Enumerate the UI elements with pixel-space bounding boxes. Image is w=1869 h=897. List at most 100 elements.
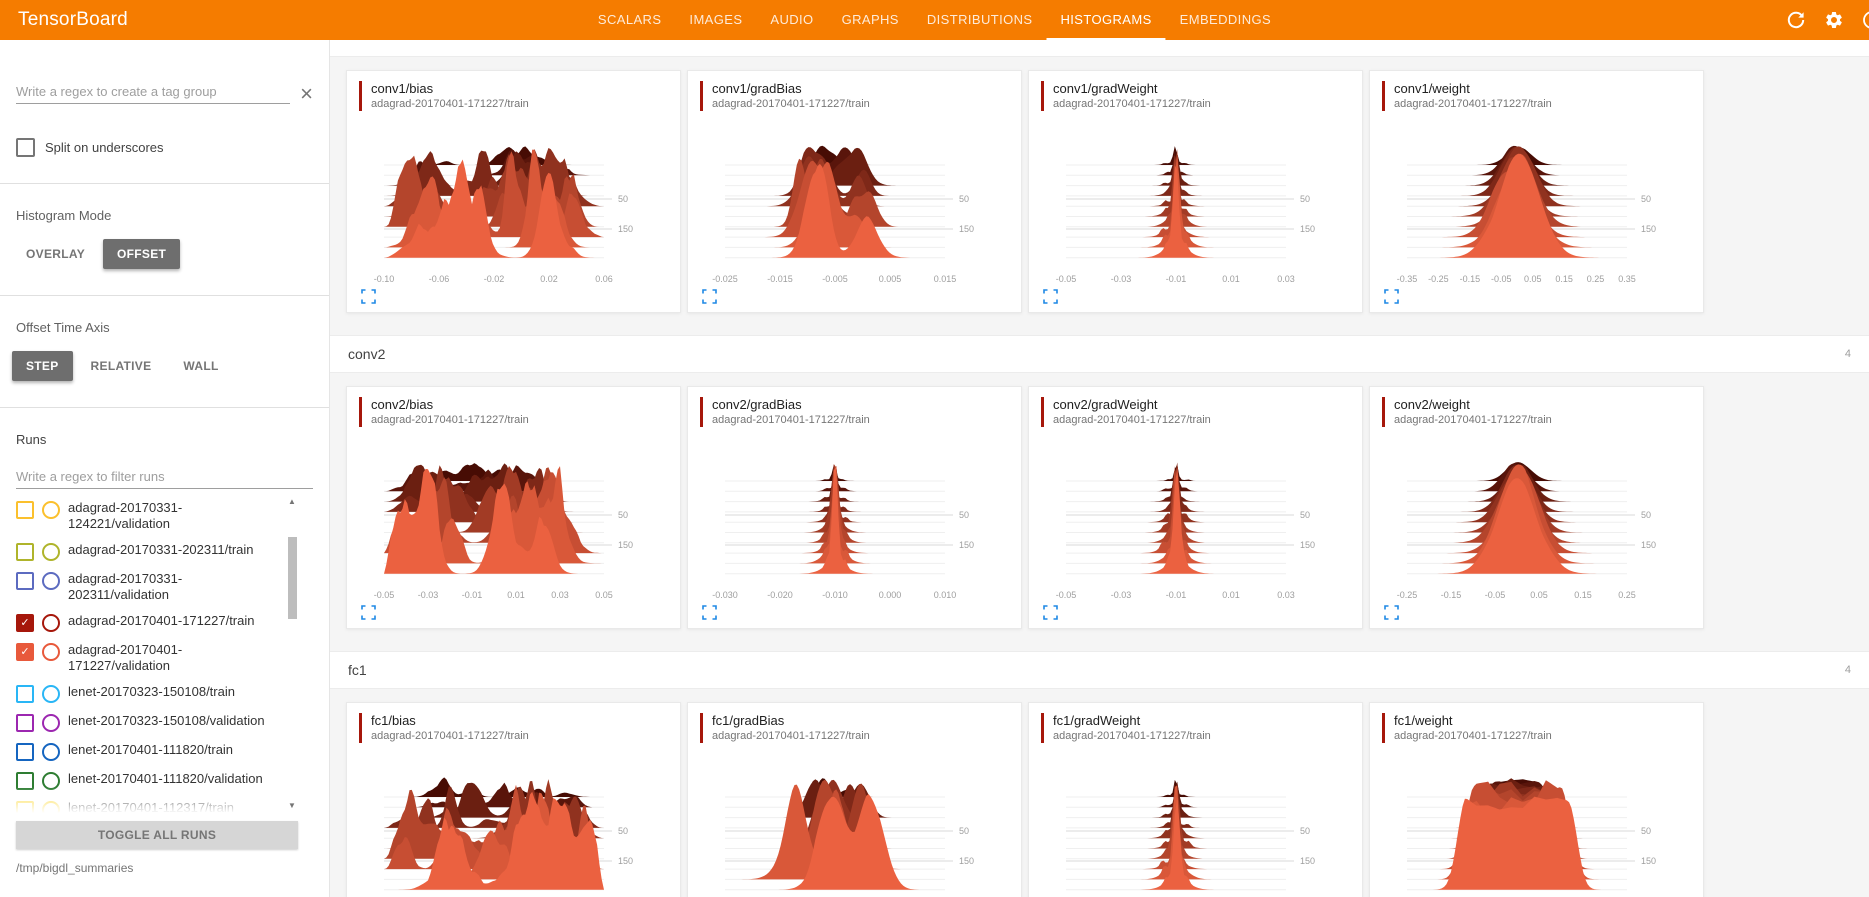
- checkbox-icon[interactable]: [16, 138, 35, 157]
- run-item[interactable]: lenet-20170323-150108/validation: [0, 708, 329, 737]
- log-dir-path: /tmp/bigdl_summaries: [16, 861, 134, 875]
- card-run-name: adagrad-20170401-171227/train: [371, 730, 529, 742]
- wall-button[interactable]: WALL: [169, 351, 232, 381]
- histogram-card: conv1/weight adagrad-20170401-171227/trai…: [1369, 70, 1704, 313]
- y-tick-label: 50: [618, 510, 628, 520]
- card-row: conv2/bias adagrad-20170401-171227/train 5…: [330, 386, 1869, 629]
- run-checkbox[interactable]: [16, 772, 34, 790]
- scroll-down-icon[interactable]: ▼: [288, 801, 296, 810]
- run-item[interactable]: adagrad-20170331-124221/validation: [0, 495, 329, 537]
- offset-button[interactable]: OFFSET: [103, 239, 181, 269]
- scroll-up-icon[interactable]: ▲: [288, 497, 296, 506]
- expand-icon[interactable]: [1384, 289, 1399, 304]
- run-checkbox[interactable]: ✓: [16, 614, 34, 632]
- split-underscores-row[interactable]: Split on underscores: [16, 138, 313, 157]
- run-checkbox[interactable]: [16, 685, 34, 703]
- refresh-icon[interactable]: [1786, 10, 1806, 30]
- tab-graphs[interactable]: GRAPHS: [841, 12, 899, 27]
- expand-icon[interactable]: [361, 605, 376, 620]
- step-button[interactable]: STEP: [12, 351, 73, 381]
- x-tick-label: 0.01: [1222, 274, 1240, 284]
- run-radio[interactable]: [42, 543, 60, 561]
- expand-icon[interactable]: [702, 289, 717, 304]
- run-checkbox[interactable]: [16, 572, 34, 590]
- run-label: adagrad-20170331-202311/validation: [68, 571, 183, 602]
- run-radio[interactable]: [42, 501, 60, 519]
- histogram-ridge: [384, 777, 604, 797]
- histogram-card: conv1/bias adagrad-20170401-171227/train 5…: [346, 70, 681, 313]
- card-run-name: adagrad-20170401-171227/train: [1394, 98, 1552, 110]
- x-tick-label: 0.06: [595, 274, 613, 284]
- tag-group-header[interactable]: conv2 4: [330, 335, 1869, 373]
- y-tick-label: 50: [1641, 510, 1651, 520]
- run-radio[interactable]: [42, 572, 60, 590]
- run-item[interactable]: lenet-20170401-112317/train: [0, 795, 329, 813]
- tab-distributions[interactable]: DISTRIBUTIONS: [926, 12, 1033, 27]
- clear-icon[interactable]: ×: [300, 81, 313, 106]
- y-tick-label: 50: [1300, 194, 1310, 204]
- x-tick-label: 0.25: [1587, 274, 1605, 284]
- tab-images[interactable]: IMAGES: [689, 12, 743, 27]
- run-item[interactable]: adagrad-20170331-202311/validation: [0, 566, 329, 608]
- run-item[interactable]: lenet-20170323-150108/train: [0, 679, 329, 708]
- histogram-card: fc1/weight adagrad-20170401-171227/train 5…: [1369, 702, 1704, 897]
- settings-icon[interactable]: [1824, 10, 1844, 30]
- tab-histograms[interactable]: HISTOGRAMS: [1046, 0, 1165, 40]
- tab-audio[interactable]: AUDIO: [770, 12, 814, 27]
- expand-icon[interactable]: [702, 605, 717, 620]
- toggle-all-runs-button[interactable]: TOGGLE ALL RUNS: [16, 821, 298, 849]
- run-item[interactable]: lenet-20170401-111820/validation: [0, 766, 329, 795]
- run-radio[interactable]: [42, 801, 60, 813]
- x-tick-label: 0.01: [507, 590, 525, 600]
- relative-button[interactable]: RELATIVE: [77, 351, 166, 381]
- tag-group-header[interactable]: fc1 4: [330, 651, 1869, 689]
- histogram-ridge: [384, 146, 604, 165]
- scrollbar-thumb[interactable]: [288, 537, 297, 619]
- expand-icon[interactable]: [1043, 605, 1058, 620]
- run-checkbox[interactable]: [16, 501, 34, 519]
- y-tick-label: 150: [618, 856, 633, 866]
- run-label: lenet-20170323-150108/train: [68, 684, 235, 699]
- card-run-name: adagrad-20170401-171227/train: [712, 98, 870, 110]
- run-radio[interactable]: [42, 772, 60, 790]
- x-tick-label: 0.15: [1574, 590, 1592, 600]
- run-radio[interactable]: [42, 685, 60, 703]
- expand-icon[interactable]: [1384, 605, 1399, 620]
- run-item[interactable]: lenet-20170401-111820/train: [0, 737, 329, 766]
- run-checkbox[interactable]: [16, 543, 34, 561]
- tab-scalars[interactable]: SCALARS: [597, 12, 662, 27]
- x-tick-label: -0.06: [429, 274, 450, 284]
- run-item[interactable]: ✓ adagrad-20170401-171227/train: [0, 608, 329, 637]
- run-color-bar: [1041, 713, 1044, 743]
- x-tick-label: -0.005: [822, 274, 848, 284]
- runs-filter-input[interactable]: [16, 465, 313, 489]
- run-checkbox[interactable]: [16, 801, 34, 813]
- card-run-name: adagrad-20170401-171227/train: [1053, 414, 1211, 426]
- run-radio[interactable]: [42, 643, 60, 661]
- histogram-card: conv2/gradWeight adagrad-20170401-171227/…: [1028, 386, 1363, 629]
- run-radio[interactable]: [42, 743, 60, 761]
- overlay-button[interactable]: OVERLAY: [12, 239, 99, 269]
- group-count: 4: [1844, 348, 1851, 360]
- run-item[interactable]: adagrad-20170331-202311/train: [0, 537, 329, 566]
- help-icon[interactable]: ?: [1862, 10, 1869, 30]
- run-checkbox[interactable]: [16, 714, 34, 732]
- histogram-ridge: [1066, 165, 1286, 258]
- divider: [0, 407, 329, 408]
- run-radio[interactable]: [42, 614, 60, 632]
- card-title: conv2/gradWeight: [1053, 397, 1158, 412]
- x-tick-label: 0.03: [551, 590, 569, 600]
- card-title: fc1/gradBias: [712, 713, 785, 728]
- histogram-ridge: [384, 153, 604, 217]
- runs-scrollbar[interactable]: ▲ ▼: [287, 497, 299, 811]
- run-radio[interactable]: [42, 714, 60, 732]
- expand-icon[interactable]: [361, 289, 376, 304]
- tab-embeddings[interactable]: EMBEDDINGS: [1179, 12, 1272, 27]
- tag-regex-input[interactable]: [16, 80, 291, 104]
- histogram-chart: 50 150 -0.35 -0.25 -0.15 -0.05 0.05 0.15 0.25 0.3…: [1397, 145, 1656, 284]
- run-checkbox[interactable]: [16, 743, 34, 761]
- expand-icon[interactable]: [1043, 289, 1058, 304]
- run-checkbox[interactable]: ✓: [16, 643, 34, 661]
- run-item[interactable]: ✓ adagrad-20170401-171227/validation: [0, 637, 329, 679]
- card-row: fc1/bias adagrad-20170401-171227/train 50 1…: [330, 702, 1869, 897]
